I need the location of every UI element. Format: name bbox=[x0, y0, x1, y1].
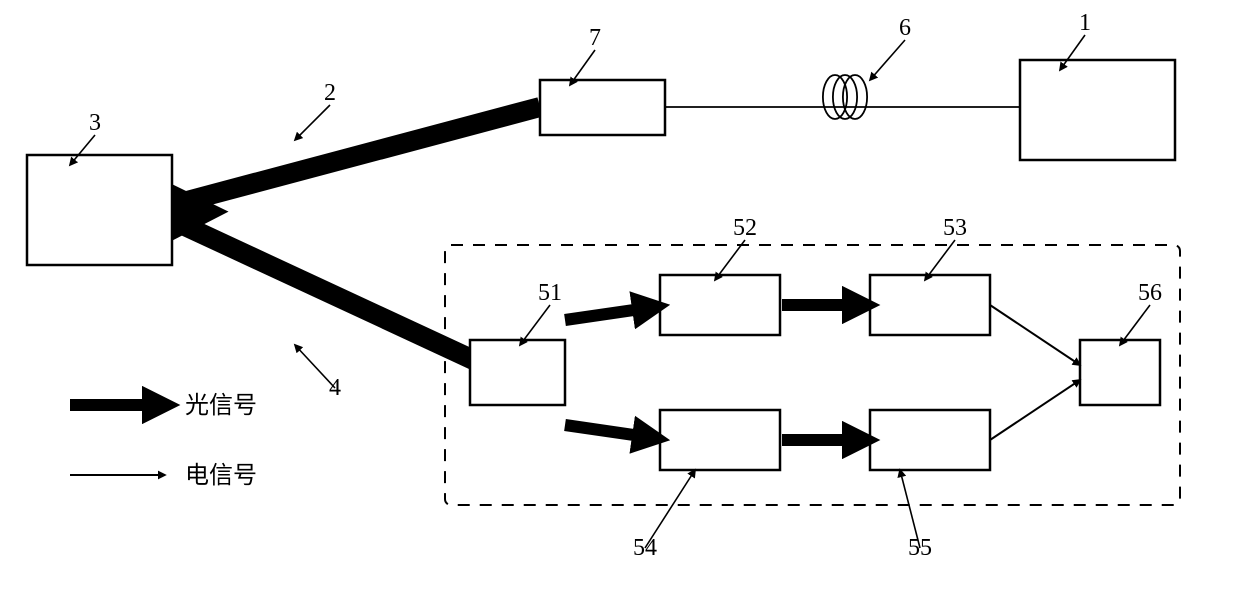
box-b1 bbox=[1020, 60, 1175, 160]
label-l4: 4 bbox=[329, 375, 341, 401]
optical-trunk bbox=[172, 220, 495, 370]
box-b51 bbox=[470, 340, 565, 405]
label-l1: 1 bbox=[1079, 10, 1091, 36]
label-l54: 54 bbox=[633, 535, 657, 561]
label-l56: 56 bbox=[1138, 280, 1162, 306]
optical-arrow bbox=[565, 425, 655, 438]
label-l51: 51 bbox=[538, 280, 562, 306]
box-b54 bbox=[660, 410, 780, 470]
label-pointer bbox=[870, 40, 905, 80]
electrical-arrow bbox=[990, 380, 1080, 440]
label-l2: 2 bbox=[324, 80, 336, 106]
label-l55: 55 bbox=[908, 535, 932, 561]
box-b53 bbox=[870, 275, 990, 335]
label-l3: 3 bbox=[89, 110, 101, 136]
optical-trunk bbox=[172, 107, 540, 205]
fiber-coil-icon bbox=[833, 75, 857, 119]
box-b56 bbox=[1080, 340, 1160, 405]
box-b52 bbox=[660, 275, 780, 335]
label-pointer bbox=[295, 105, 330, 140]
electrical-arrow bbox=[990, 305, 1080, 365]
label-l6: 6 bbox=[899, 15, 911, 41]
box-b55 bbox=[870, 410, 990, 470]
box-b7 bbox=[540, 80, 665, 135]
box-b3 bbox=[27, 155, 172, 265]
legend-optical-label: 光信号 bbox=[185, 392, 257, 419]
label-l53: 53 bbox=[943, 215, 967, 241]
legend-electrical-label: 电信号 bbox=[185, 462, 257, 489]
label-l7: 7 bbox=[589, 25, 601, 51]
optical-arrow bbox=[565, 307, 655, 320]
label-l52: 52 bbox=[733, 215, 757, 241]
